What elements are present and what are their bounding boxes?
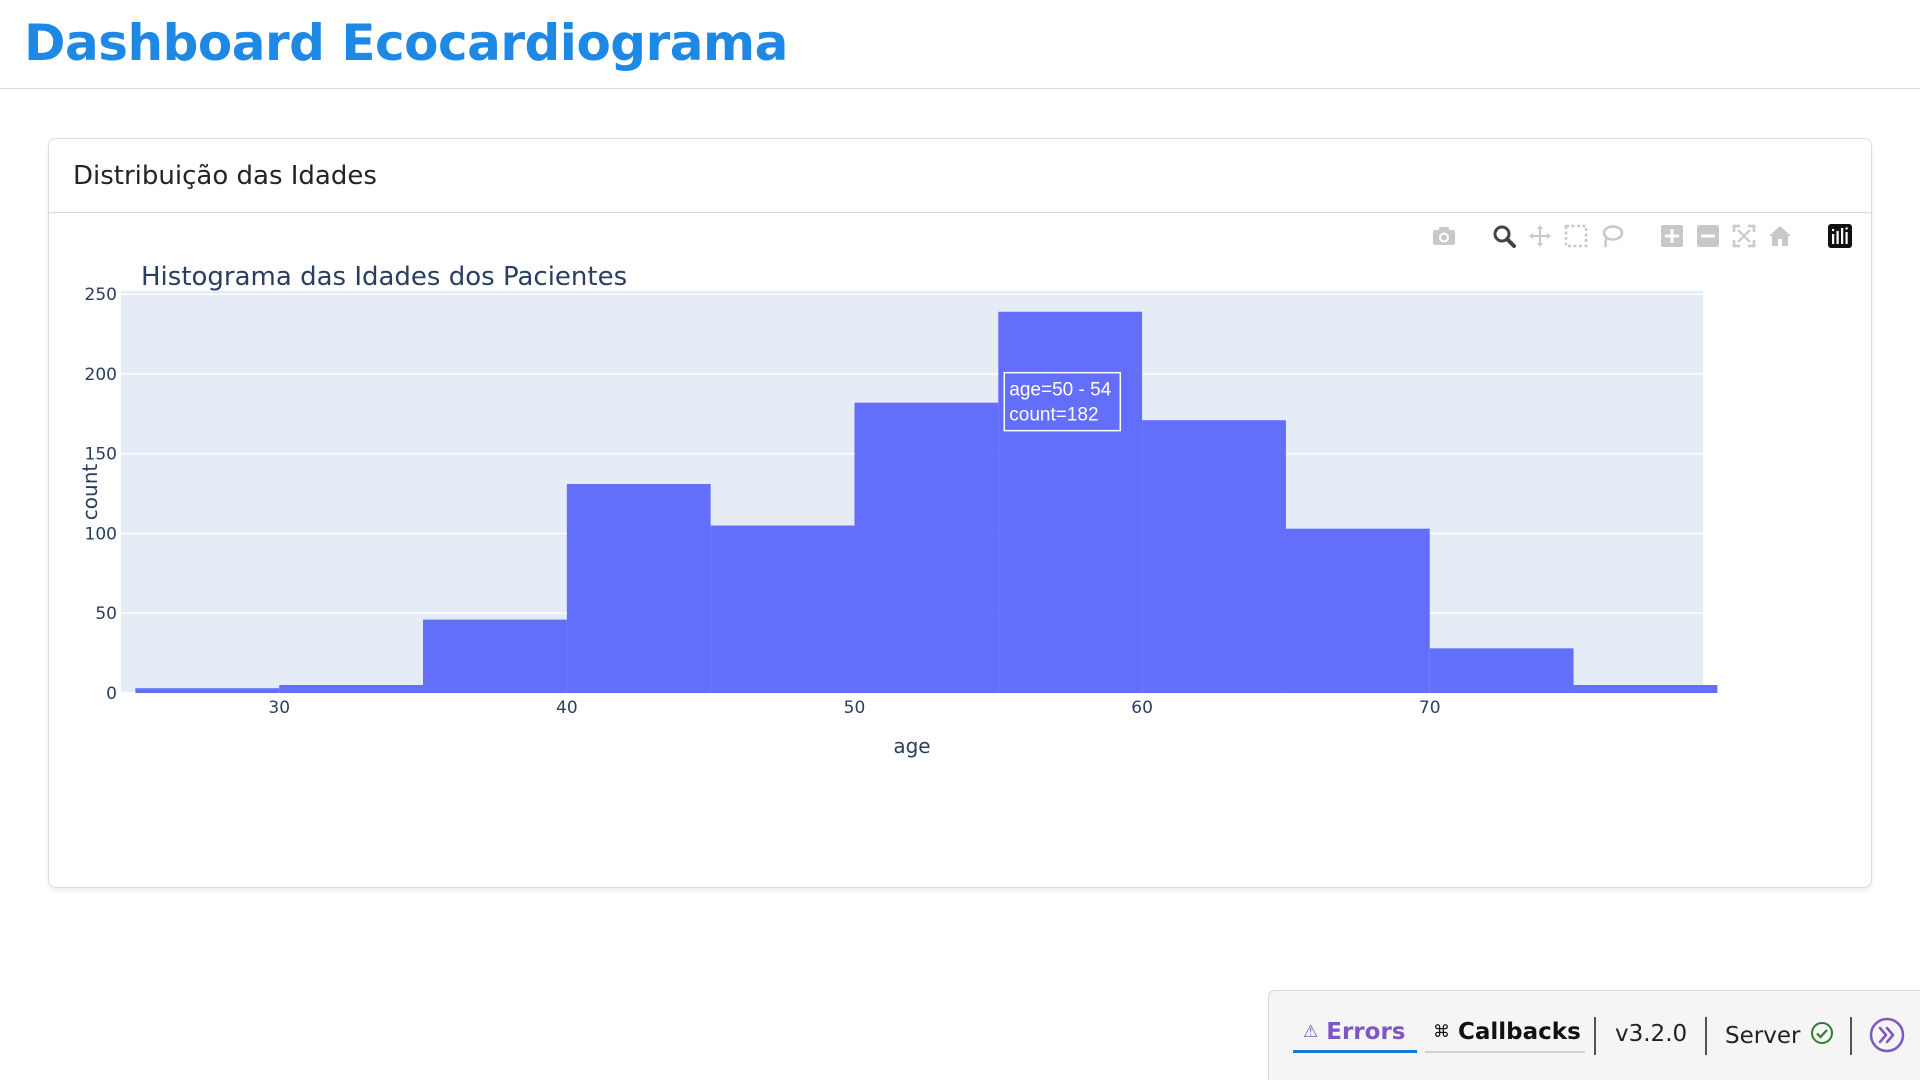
zoom-icon[interactable] <box>1491 223 1517 249</box>
histogram-bar[interactable] <box>998 311 1143 693</box>
histogram-bar[interactable] <box>566 484 711 693</box>
errors-label: Errors <box>1326 1018 1406 1045</box>
histogram-bar[interactable] <box>1142 420 1286 693</box>
pan-icon[interactable] <box>1527 223 1553 249</box>
camera-icon[interactable] <box>1431 223 1457 249</box>
devtools-divider <box>1594 1017 1596 1055</box>
chart-title: Histograma das Idades dos Pacientes <box>141 262 627 292</box>
histogram-bar[interactable] <box>1429 648 1574 693</box>
app-header: Dashboard Ecocardiograma <box>0 0 1920 89</box>
y-tick-label: 50 <box>95 604 117 624</box>
server-status: Server <box>1725 1021 1834 1051</box>
hover-tooltip-count: count=182 <box>1009 405 1098 426</box>
callbacks-label: Callbacks <box>1458 1019 1581 1045</box>
y-tick-label: 100 <box>85 524 117 544</box>
x-axis-ticks: 30 40 50 60 70 <box>268 698 1440 718</box>
dash-version: v3.2.0 <box>1615 1021 1688 1047</box>
x-tick-label: 50 <box>844 698 866 718</box>
check-circle-icon <box>1810 1021 1834 1051</box>
devtools-divider <box>1850 1017 1852 1055</box>
y-tick-label: 0 <box>106 684 117 704</box>
histogram-bar[interactable] <box>135 688 280 693</box>
plotly-logo-icon[interactable] <box>1827 223 1853 249</box>
y-tick-label: 150 <box>85 445 117 465</box>
histogram-bar[interactable] <box>1573 685 1718 693</box>
plot-modebar <box>1431 223 1853 249</box>
lasso-select-icon[interactable] <box>1599 223 1625 249</box>
box-select-icon[interactable] <box>1563 223 1589 249</box>
histogram-bar[interactable] <box>423 619 567 693</box>
warning-icon: ⚠ <box>1303 1021 1319 1042</box>
tab-errors[interactable]: ⚠ Errors <box>1293 1013 1417 1053</box>
histogram-bar[interactable] <box>710 525 855 694</box>
dash-devtools-bar: ⚠ Errors ⌘ Callbacks v3.2.0 Server <box>1268 990 1920 1080</box>
y-tick-label: 250 <box>85 285 117 305</box>
tab-callbacks[interactable]: ⌘ Callbacks <box>1425 1013 1585 1053</box>
page-title: Dashboard Ecocardiograma <box>24 14 788 72</box>
histogram-bars <box>135 311 1718 694</box>
chevron-double-right-icon <box>1869 1017 1905 1053</box>
hover-tooltip: age=50 - 54 count=182 <box>1003 371 1122 432</box>
histogram-bar[interactable] <box>279 685 424 693</box>
zoom-out-icon[interactable] <box>1695 223 1721 249</box>
y-axis-label: count <box>78 464 102 521</box>
devtools-divider <box>1705 1017 1707 1055</box>
x-tick-label: 70 <box>1419 698 1441 718</box>
x-tick-label: 40 <box>556 698 578 718</box>
age-histogram-chart[interactable]: Histograma das Idades dos Pacientes 0 50 1… <box>49 213 1871 883</box>
x-tick-label: 60 <box>1131 698 1153 718</box>
histogram-bar[interactable] <box>854 402 999 693</box>
reset-axes-icon[interactable] <box>1767 223 1793 249</box>
hover-tooltip-box <box>1003 371 1122 432</box>
age-distribution-card: Distribuição das Idades <box>48 138 1872 888</box>
card-title: Distribuição das Idades <box>73 161 377 191</box>
hover-tooltip-age: age=50 - 54 <box>1009 380 1111 401</box>
x-axis-label: age <box>893 734 930 758</box>
server-label: Server <box>1725 1023 1801 1049</box>
y-tick-label: 200 <box>85 365 117 385</box>
card-header: Distribuição das Idades <box>49 139 1871 213</box>
callbacks-graph-icon: ⌘ <box>1433 1022 1450 1042</box>
y-axis-ticks: 0 50 100 150 200 250 <box>85 285 117 704</box>
autoscale-icon[interactable] <box>1731 223 1757 249</box>
histogram-bar[interactable] <box>1285 528 1430 693</box>
x-tick-label: 30 <box>268 698 290 718</box>
zoom-in-icon[interactable] <box>1659 223 1685 249</box>
devtools-toggle-button[interactable] <box>1869 1017 1905 1053</box>
